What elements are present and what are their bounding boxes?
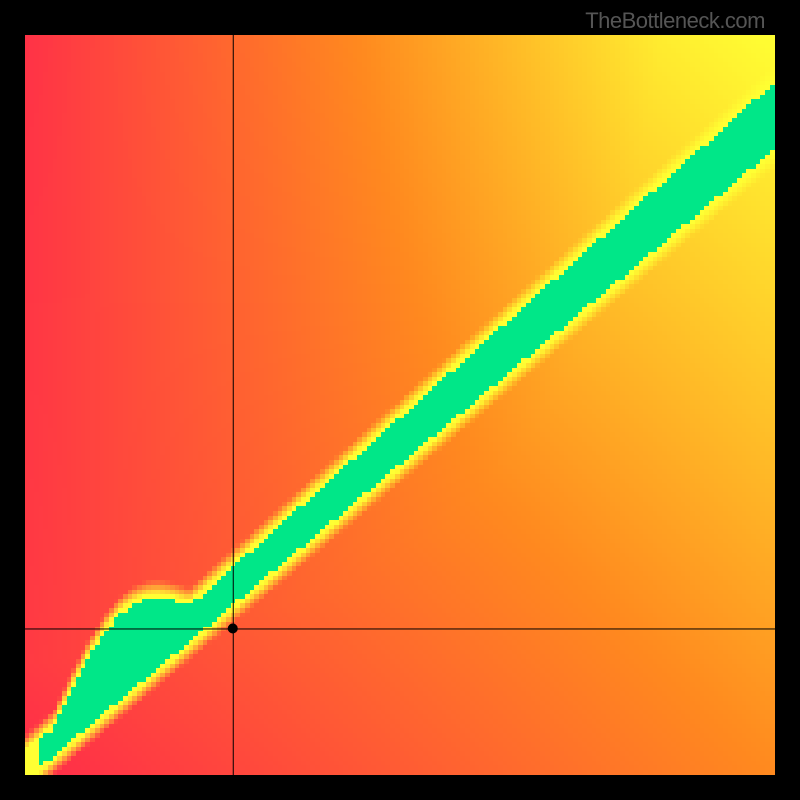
heatmap-canvas bbox=[25, 35, 775, 775]
bottleneck-heatmap bbox=[25, 35, 775, 775]
watermark-text: TheBottleneck.com bbox=[585, 8, 765, 34]
